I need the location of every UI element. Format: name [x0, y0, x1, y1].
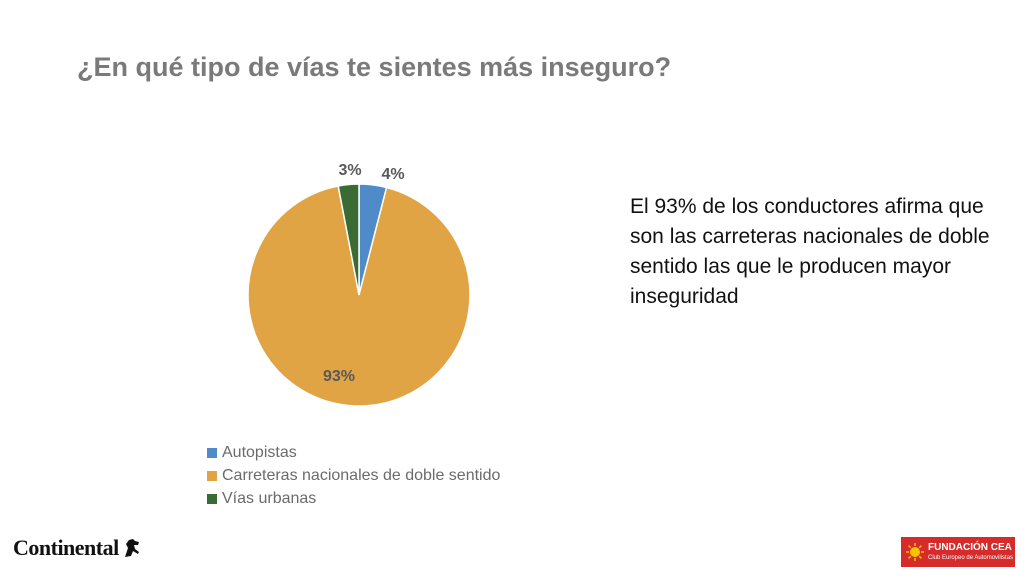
pie-slices: [247, 183, 471, 407]
continental-logo-text: Continental: [13, 535, 119, 560]
sun-icon: [906, 543, 924, 561]
legend-label-carreteras: Carreteras nacionales de doble sentido: [222, 466, 501, 484]
horse-icon: [124, 539, 139, 557]
cea-name: FUNDACIÓN CEA: [928, 542, 1012, 553]
pie-label-carreteras: 93%: [323, 368, 355, 385]
pie-slice-vias-urbanas: [337, 183, 360, 296]
legend-item-vias-urbanas: Vías urbanas: [207, 487, 500, 510]
pie-labels: 4% 93% 3%: [323, 162, 405, 385]
cea-subtitle: Club Europeo de Automovilistas: [928, 555, 1014, 561]
pie-label-autopistas: 4%: [381, 166, 404, 183]
fundacion-cea-logo: FUNDACIÓN CEA Club Europeo de Automovili…: [901, 537, 1015, 567]
legend-item-carreteras: Carreteras nacionales de doble sentido: [207, 464, 500, 487]
slide-title: ¿En qué tipo de vías te sientes más inse…: [77, 52, 672, 82]
pie-label-vias-urbanas: 3%: [338, 162, 361, 179]
callout-text: El 93% de los conductores afirma que son…: [630, 195, 990, 308]
legend-swatch-carreteras: [207, 470, 217, 481]
legend-label-vias-urbanas: Vías urbanas: [222, 489, 317, 507]
pie-slice-carreteras: [247, 185, 471, 407]
legend-item-autopistas: Autopistas: [207, 441, 500, 464]
legend-swatch-autopistas: [207, 447, 217, 458]
continental-logo: Continental: [13, 535, 142, 561]
chart-legend: Autopistas Carreteras nacionales de dobl…: [207, 441, 500, 510]
legend-label-autopistas: Autopistas: [222, 443, 297, 461]
legend-swatch-vias-urbanas: [207, 493, 217, 504]
